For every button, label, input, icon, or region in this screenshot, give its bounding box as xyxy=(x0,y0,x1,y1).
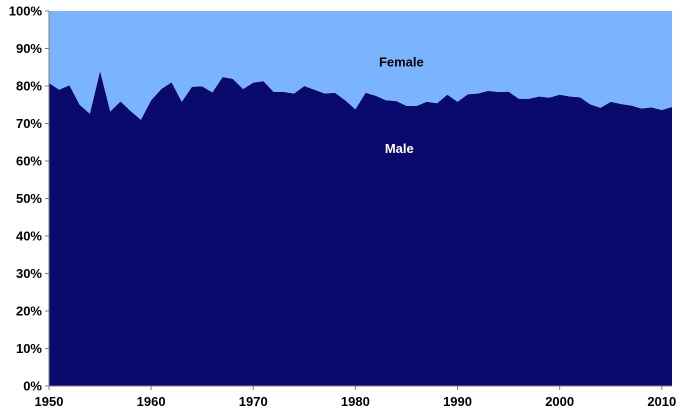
y-tick-label: 0% xyxy=(23,379,42,394)
y-tick-label: 100% xyxy=(9,4,43,19)
y-tick-label: 40% xyxy=(16,229,42,244)
x-tick-label: 2000 xyxy=(545,394,574,409)
x-tick-label: 1950 xyxy=(35,394,64,409)
plot-area xyxy=(49,11,672,386)
series-label-female: Female xyxy=(379,55,424,70)
y-axis-ticks: 0% 10% 20% 30% 40% 50% 60% 70% 80% 90% 100% xyxy=(9,4,49,394)
x-tick-label: 2010 xyxy=(647,394,676,409)
y-tick-label: 60% xyxy=(16,154,42,169)
x-axis-ticks: 1950 1960 1970 1980 1990 2000 2010 xyxy=(35,386,676,409)
x-tick-label: 1990 xyxy=(443,394,472,409)
x-tick-label: 1970 xyxy=(239,394,268,409)
area-series-male xyxy=(49,71,672,386)
x-tick-label: 1980 xyxy=(341,394,370,409)
series-label-male: Male xyxy=(385,141,414,156)
y-tick-label: 90% xyxy=(16,41,42,56)
area-series-female xyxy=(49,11,672,120)
y-tick-label: 80% xyxy=(16,79,42,94)
series-labels: Female Male xyxy=(379,55,424,156)
y-tick-label: 30% xyxy=(16,266,42,281)
y-tick-label: 50% xyxy=(16,191,42,206)
y-tick-label: 20% xyxy=(16,304,42,319)
y-tick-label: 70% xyxy=(16,116,42,131)
x-tick-label: 1960 xyxy=(137,394,166,409)
y-tick-label: 10% xyxy=(16,341,42,356)
